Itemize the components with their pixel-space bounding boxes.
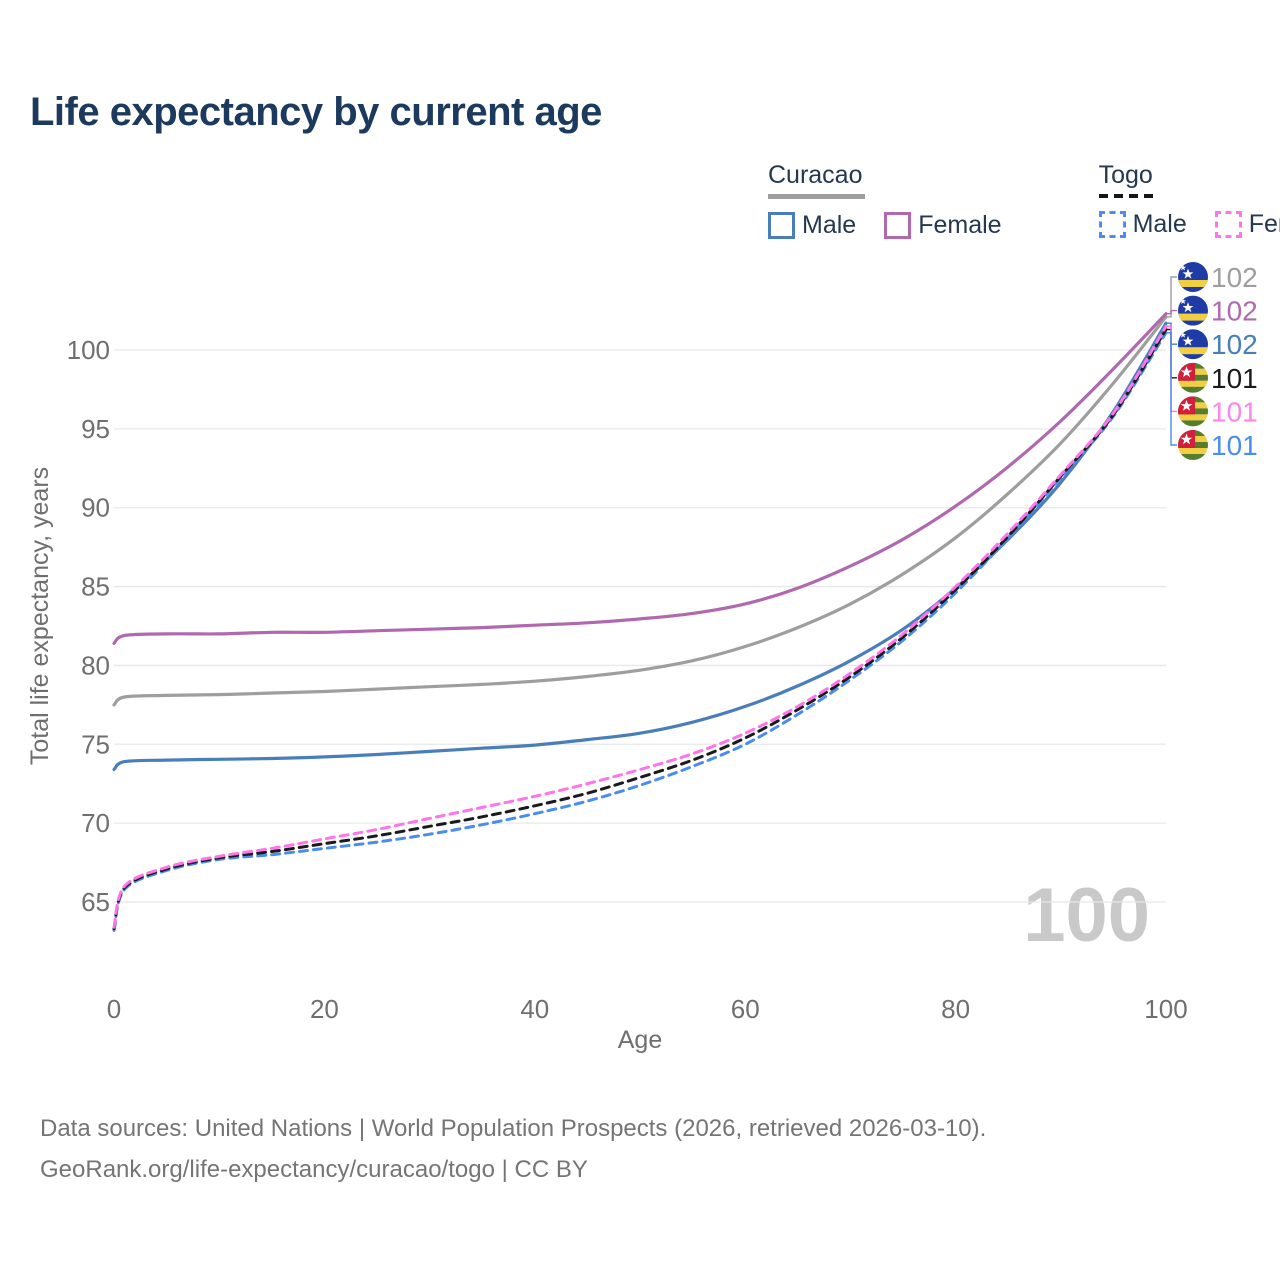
end-value-label-curacao-female: 102 xyxy=(1211,296,1258,327)
legend-item-togo-male[interactable]: Male xyxy=(1098,210,1187,239)
legend-item-curacao-female[interactable]: Female xyxy=(884,211,1002,240)
togo-flag-icon xyxy=(1178,430,1208,460)
end-value-label-togo-female: 101 xyxy=(1211,396,1258,427)
x-tick-label: 20 xyxy=(310,994,339,1024)
end-value-label-togo-both-sexes: 101 xyxy=(1211,363,1258,394)
data-sources-line: Data sources: United Nations | World Pop… xyxy=(40,1115,987,1142)
y-tick-label: 85 xyxy=(81,572,110,602)
legend-group-togo: Togo Male Female xyxy=(1098,161,1280,240)
leader-line-curacao-female xyxy=(1166,309,1177,315)
x-tick-label: 60 xyxy=(731,994,760,1024)
curacao-flag-icon xyxy=(1178,262,1208,292)
legend-item-label: Female xyxy=(1248,210,1280,238)
y-tick-label: 65 xyxy=(81,887,110,917)
togo-dashed-line-key xyxy=(1098,194,1156,198)
leader-line-curacao-both-sexes xyxy=(1166,276,1177,318)
series-line-curacao-both-sexes xyxy=(112,315,1168,707)
leader-line-togo-male xyxy=(1166,332,1177,446)
curacao-flag-icon xyxy=(1178,296,1208,326)
footer: Data sources: United Nations | World Pop… xyxy=(40,1108,986,1190)
legend-item-curacao-male[interactable]: Male xyxy=(768,211,856,240)
legend: Curacao Male Female Togo Male xyxy=(768,163,1280,240)
x-tick-label: 80 xyxy=(941,994,970,1024)
curacao-male-swatch xyxy=(768,212,795,239)
y-axis-title: Total life expectancy, years xyxy=(26,467,54,765)
legend-group-curacao: Curacao Male Female xyxy=(768,163,1002,240)
legend-group-title-curacao: Curacao xyxy=(768,161,863,189)
y-tick-label: 90 xyxy=(81,493,110,523)
end-value-label-curacao-both-sexes: 102 xyxy=(1211,262,1258,293)
x-axis-title: Age xyxy=(618,1026,662,1054)
y-tick-label: 95 xyxy=(81,414,110,444)
curacao-flag-icon xyxy=(1178,329,1208,359)
watermark-age-100: 100 xyxy=(1023,873,1150,958)
series-line-curacao-male xyxy=(112,321,1168,772)
chart-title: Life expectancy by current age xyxy=(30,90,602,134)
legend-item-togo-female[interactable]: Female xyxy=(1214,210,1280,239)
togo-male-swatch xyxy=(1098,211,1126,238)
curacao-solid-line-key xyxy=(768,194,865,199)
y-tick-label: 80 xyxy=(81,650,110,680)
x-tick-label: 0 xyxy=(107,994,121,1024)
x-tick-label: 100 xyxy=(1144,994,1187,1024)
curacao-female-swatch xyxy=(884,212,912,239)
legend-group-title-togo: Togo xyxy=(1098,161,1153,189)
series-line-curacao-female xyxy=(112,312,1168,645)
y-tick-label: 70 xyxy=(81,808,110,838)
y-tick-label: 75 xyxy=(81,729,110,759)
legend-item-label: Male xyxy=(802,211,857,239)
attribution-line: GeoRank.org/life-expectancy/curacao/togo… xyxy=(40,1156,588,1183)
togo-flag-icon xyxy=(1178,363,1208,393)
y-tick-label: 100 xyxy=(67,335,110,365)
x-tick-label: 40 xyxy=(520,994,549,1024)
end-value-label-togo-male: 101 xyxy=(1211,430,1258,461)
legend-item-label: Male xyxy=(1132,210,1187,238)
legend-item-label: Female xyxy=(918,211,1002,239)
togo-female-swatch xyxy=(1214,211,1242,238)
series-line-togo-female xyxy=(112,324,1168,929)
togo-flag-icon xyxy=(1178,396,1208,426)
series-line-togo-both-sexes xyxy=(112,328,1168,931)
end-value-label-curacao-male: 102 xyxy=(1211,329,1258,360)
